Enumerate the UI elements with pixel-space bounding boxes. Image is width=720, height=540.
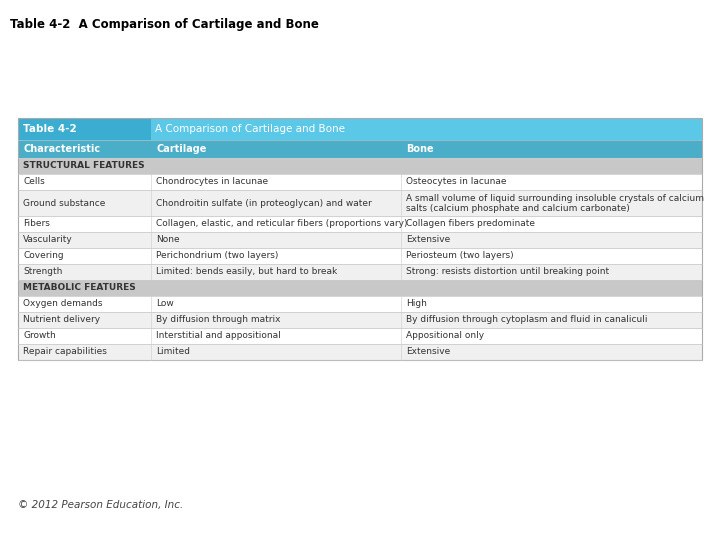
Text: Ground substance: Ground substance bbox=[23, 199, 105, 207]
Bar bbox=[18, 232, 702, 248]
Text: A small volume of liquid surrounding insoluble crystals of calcium: A small volume of liquid surrounding ins… bbox=[406, 194, 704, 203]
Bar bbox=[18, 344, 702, 360]
Text: Strong: resists distortion until breaking point: Strong: resists distortion until breakin… bbox=[406, 267, 609, 276]
Bar bbox=[18, 312, 702, 328]
Text: Bone: Bone bbox=[406, 144, 433, 154]
Text: Limited: Limited bbox=[156, 348, 190, 356]
Text: Characteristic: Characteristic bbox=[23, 144, 100, 154]
Text: Low: Low bbox=[156, 300, 174, 308]
Text: Chondroitin sulfate (in proteoglycan) and water: Chondroitin sulfate (in proteoglycan) an… bbox=[156, 199, 372, 207]
Text: Chondrocytes in lacunae: Chondrocytes in lacunae bbox=[156, 178, 269, 186]
Text: Oxygen demands: Oxygen demands bbox=[23, 300, 102, 308]
Text: By diffusion through cytoplasm and fluid in canaliculi: By diffusion through cytoplasm and fluid… bbox=[406, 315, 647, 325]
Text: Fibers: Fibers bbox=[23, 219, 50, 228]
Bar bbox=[18, 296, 702, 312]
Text: Covering: Covering bbox=[23, 252, 63, 260]
Bar bbox=[18, 328, 702, 344]
Text: A Comparison of Cartilage and Bone: A Comparison of Cartilage and Bone bbox=[156, 124, 346, 134]
Text: Collagen, elastic, and reticular fibers (proportions vary): Collagen, elastic, and reticular fibers … bbox=[156, 219, 408, 228]
Text: Periosteum (two layers): Periosteum (two layers) bbox=[406, 252, 513, 260]
Bar bbox=[18, 174, 702, 190]
Bar bbox=[18, 118, 702, 140]
Text: Collagen fibers predominate: Collagen fibers predominate bbox=[406, 219, 535, 228]
Text: Repair capabilities: Repair capabilities bbox=[23, 348, 107, 356]
Text: Nutrient delivery: Nutrient delivery bbox=[23, 315, 100, 325]
Bar bbox=[18, 140, 702, 158]
Text: By diffusion through matrix: By diffusion through matrix bbox=[156, 315, 281, 325]
Text: Osteocytes in lacunae: Osteocytes in lacunae bbox=[406, 178, 507, 186]
Bar bbox=[18, 264, 702, 280]
Text: salts (calcium phosphate and calcium carbonate): salts (calcium phosphate and calcium car… bbox=[406, 204, 630, 213]
Bar bbox=[18, 118, 151, 140]
Text: METABOLIC FEATURES: METABOLIC FEATURES bbox=[23, 284, 136, 293]
Bar bbox=[18, 190, 702, 216]
Text: Appositional only: Appositional only bbox=[406, 332, 484, 341]
Text: Growth: Growth bbox=[23, 332, 55, 341]
Text: STRUCTURAL FEATURES: STRUCTURAL FEATURES bbox=[23, 161, 145, 171]
Bar bbox=[18, 216, 702, 232]
Text: Perichondrium (two layers): Perichondrium (two layers) bbox=[156, 252, 279, 260]
Text: Extensive: Extensive bbox=[406, 235, 450, 245]
Text: Limited: bends easily, but hard to break: Limited: bends easily, but hard to break bbox=[156, 267, 338, 276]
Text: Extensive: Extensive bbox=[406, 348, 450, 356]
Bar bbox=[18, 248, 702, 264]
Text: High: High bbox=[406, 300, 427, 308]
Text: Strength: Strength bbox=[23, 267, 63, 276]
Text: None: None bbox=[156, 235, 180, 245]
Text: Vascularity: Vascularity bbox=[23, 235, 73, 245]
Text: Interstitial and appositional: Interstitial and appositional bbox=[156, 332, 281, 341]
Text: © 2012 Pearson Education, Inc.: © 2012 Pearson Education, Inc. bbox=[18, 500, 184, 510]
Bar bbox=[18, 280, 702, 296]
Text: Cells: Cells bbox=[23, 178, 45, 186]
Bar bbox=[18, 118, 702, 360]
Text: Cartilage: Cartilage bbox=[156, 144, 207, 154]
Text: Table 4-2  A Comparison of Cartilage and Bone: Table 4-2 A Comparison of Cartilage and … bbox=[10, 18, 319, 31]
Bar bbox=[18, 158, 702, 174]
Text: Table 4-2: Table 4-2 bbox=[23, 124, 77, 134]
